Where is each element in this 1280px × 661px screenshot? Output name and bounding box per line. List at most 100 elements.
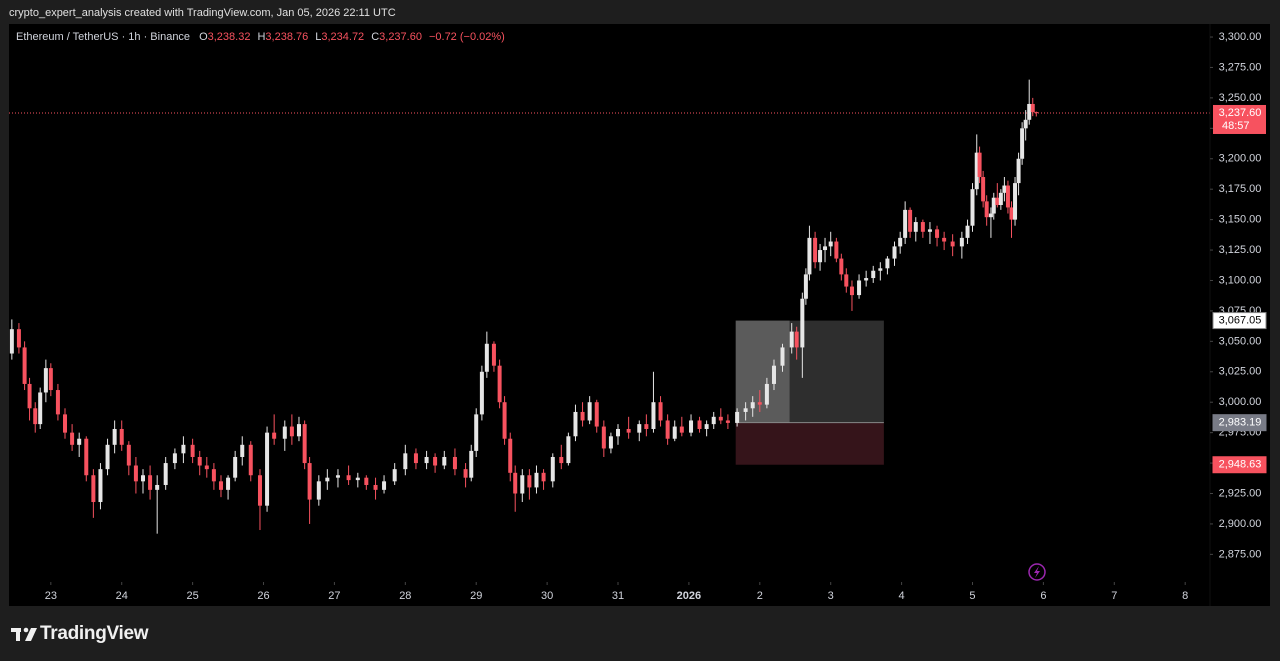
candle-body (594, 402, 599, 427)
candle-body (871, 270, 876, 279)
candle-body (626, 428, 631, 433)
candle-body (282, 426, 287, 439)
candle-body (689, 420, 694, 433)
ohlc-legend: Ethereum / TetherUS · 1h · Binance O3,238… (16, 31, 512, 43)
ohlc-key: C (371, 31, 380, 43)
candle-body (527, 475, 532, 488)
candle-body (839, 258, 844, 275)
candle-body (1016, 158, 1021, 184)
candle-body (800, 298, 805, 348)
candle-body (818, 250, 823, 263)
candle-body (442, 456, 447, 466)
candle-body (355, 477, 360, 481)
candle-body (265, 432, 270, 506)
candle-body (608, 436, 613, 449)
candle-body (119, 428, 124, 445)
candle-body (346, 475, 351, 481)
candle-body (844, 274, 849, 287)
candle-body (898, 237, 903, 247)
candle-body (38, 392, 43, 425)
candle-body (908, 209, 913, 232)
candle-body (541, 472, 546, 482)
candle-body (1020, 128, 1025, 159)
y-tick-label: 3,125.00 (1219, 244, 1262, 256)
candle-body (112, 428, 117, 445)
candle-body (296, 424, 301, 437)
x-tick-label: 24 (116, 590, 128, 602)
candle-body (757, 402, 762, 405)
candle-body (794, 331, 799, 348)
candle-body (218, 481, 223, 490)
candle-body (1013, 183, 1018, 220)
candle-body (257, 475, 262, 506)
x-tick-label: 31 (612, 590, 624, 602)
candle-body (463, 469, 468, 478)
candle-body (84, 438, 89, 476)
candle-body (704, 424, 709, 429)
candle-body (789, 331, 794, 348)
candle-body (771, 365, 776, 384)
candle-body (226, 477, 231, 490)
candle-body (644, 424, 649, 429)
candle-body (155, 484, 160, 490)
candle-body (803, 274, 808, 299)
candle-body (743, 408, 748, 412)
candle-body (849, 286, 854, 296)
candle-body (903, 209, 908, 238)
candle-body (913, 222, 918, 232)
x-tick-label: 6 (1040, 590, 1046, 602)
candle-body (502, 402, 507, 439)
x-tick-label: 26 (257, 590, 269, 602)
candle-body (55, 390, 60, 415)
candle-body (484, 343, 489, 372)
candle-body (452, 456, 457, 470)
candle-body (91, 475, 96, 503)
candle-body (550, 456, 555, 482)
y-tick-label: 3,200.00 (1219, 153, 1262, 165)
last-price-label: 3,237.60 (1219, 107, 1262, 119)
candle-body (307, 463, 312, 500)
candle-body (382, 481, 387, 490)
candle-body (316, 481, 321, 500)
candle-body (413, 453, 418, 464)
ohlc-value: 3,238.32 (207, 31, 251, 43)
candle-body (750, 402, 755, 409)
candle-body (637, 424, 642, 433)
candle-body (364, 477, 369, 485)
candle-body (27, 383, 32, 409)
candle-body (335, 475, 340, 478)
candle-body (950, 241, 955, 247)
candle-body (43, 368, 48, 393)
candle-body (233, 456, 238, 478)
candle-body (474, 414, 479, 451)
candle-body (302, 424, 307, 464)
candle-body (272, 432, 277, 439)
candle-body (1023, 119, 1028, 129)
candle-body (520, 475, 525, 494)
candle-body (424, 456, 429, 464)
candle-body (995, 197, 1000, 206)
ohlc-key: H (257, 31, 266, 43)
candle-body (240, 444, 245, 457)
x-tick-label: 3 (828, 590, 834, 602)
candle-body (497, 365, 502, 403)
candle-body (834, 241, 839, 259)
candle-body (491, 343, 496, 366)
stop-tag-label: 2,948.63 (1219, 459, 1262, 471)
x-tick-label: 2 (757, 590, 763, 602)
candle-body (764, 383, 769, 405)
y-tick-label: 2,925.00 (1219, 487, 1262, 499)
entry-tag-box (1212, 414, 1267, 432)
x-tick-label: 5 (969, 590, 975, 602)
candle-body (813, 237, 818, 263)
y-tick-label: 3,050.00 (1219, 335, 1262, 347)
candle-body (566, 436, 571, 464)
x-tick-label: 23 (45, 590, 57, 602)
x-tick-label: 4 (899, 590, 905, 602)
candle-body (325, 477, 330, 482)
candle-body (9, 329, 14, 354)
x-tick-label: 28 (399, 590, 411, 602)
ohlc-value: 3,234.72 (321, 31, 365, 43)
candle-body (534, 472, 539, 488)
target-tag-label: 3,067.05 (1219, 314, 1262, 326)
